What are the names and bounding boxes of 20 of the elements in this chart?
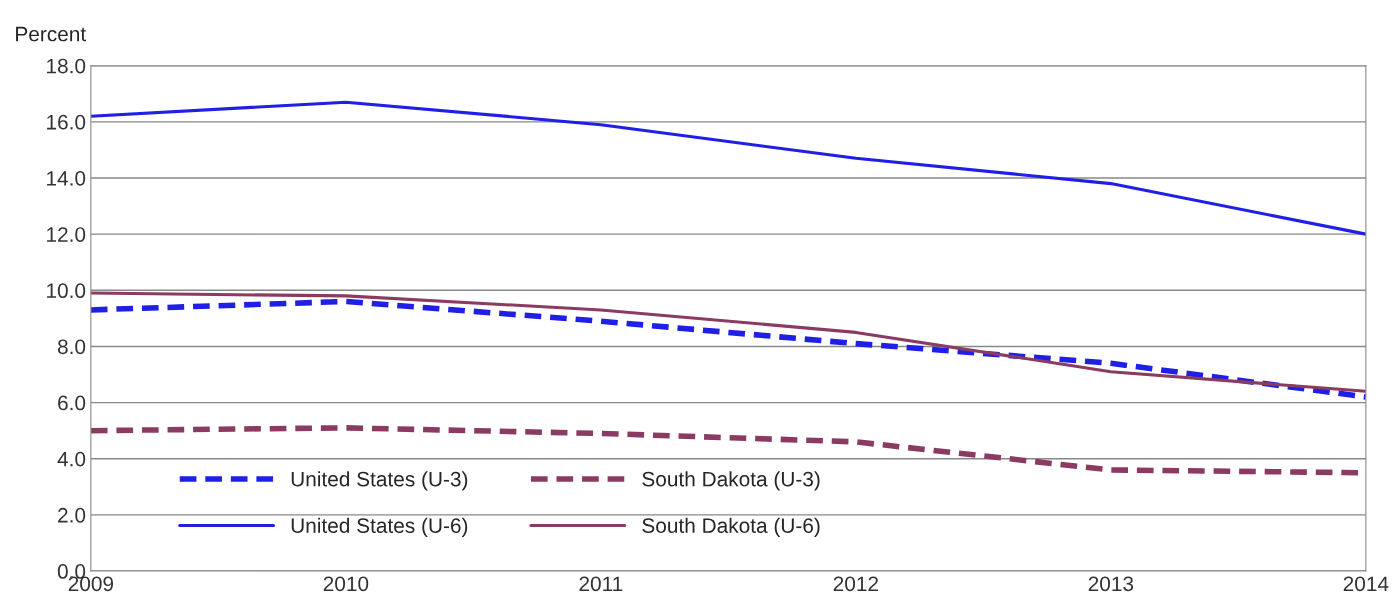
line-series [90, 100, 1366, 236]
y-tick-label: 6.0 [58, 395, 86, 411]
y-tick-label: 10.0 [47, 283, 86, 299]
legend-label: South Dakota (U-3) [642, 471, 820, 491]
y-tick-label: 14.0 [47, 170, 86, 186]
y-tick-label: 2.0 [58, 507, 86, 523]
y-tick-label: 18.0 [47, 58, 86, 74]
legend-label: United States (U-3) [291, 471, 468, 491]
y-tick-label: 16.0 [47, 114, 86, 130]
y-tick-label: 8.0 [57, 339, 86, 355]
x-tick-label: 2010 [323, 576, 369, 592]
y-tick-label: 12.0 [47, 227, 86, 242]
legend-label: South Dakota (U-6) [642, 517, 820, 538]
x-tick-label: 2012 [833, 576, 878, 592]
x-tick-label: 2013 [1088, 576, 1134, 592]
x-tick-label: 2011 [579, 576, 623, 592]
legend-label: United States (U-6) [291, 517, 468, 538]
y-axis-title: Percent [16, 26, 87, 42]
y-tick-label: 4.0 [57, 451, 86, 467]
x-tick-label: 2014 [1343, 576, 1389, 592]
